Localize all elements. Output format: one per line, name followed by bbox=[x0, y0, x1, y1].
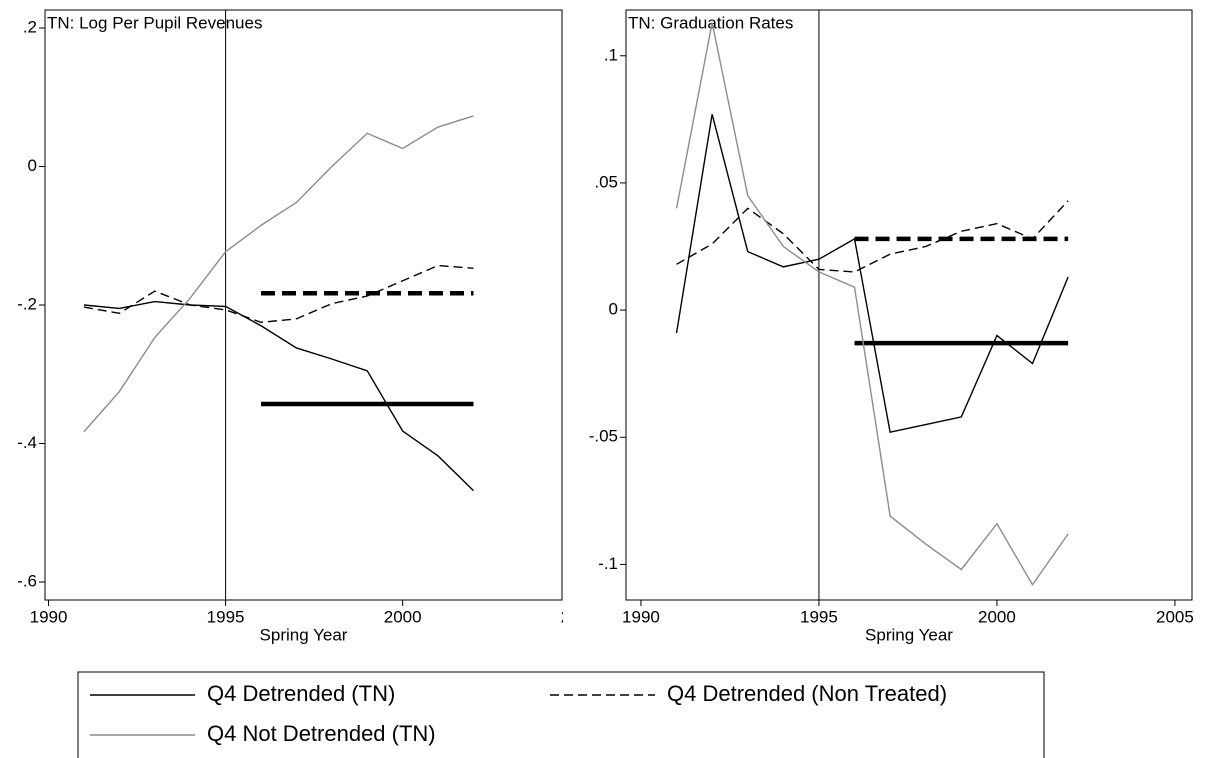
x-axis-label: Spring Year bbox=[260, 625, 348, 644]
panel-title: TN: Graduation Rates bbox=[628, 13, 793, 32]
x-tick-label: 1995 bbox=[800, 607, 838, 626]
y-tick-label: .1 bbox=[604, 45, 618, 64]
y-tick-label: 0 bbox=[28, 156, 37, 175]
y-tick-label: -.1 bbox=[598, 554, 618, 573]
legend: Q4 Detrended (TN) Q4 Detrended (Non Treat… bbox=[77, 671, 1045, 758]
legend-label: Q4 Detrended (TN) bbox=[207, 681, 395, 706]
panel: -.6 -.4 -.2 0 .2 1990 1995 2000 2005 Spring Year T… bbox=[17, 9, 599, 644]
plot-frame bbox=[44, 9, 563, 601]
series-line bbox=[83, 300, 474, 492]
x-tick-label: 1990 bbox=[30, 607, 68, 626]
series-line bbox=[675, 114, 1069, 433]
x-tick-label: 2000 bbox=[384, 607, 422, 626]
series-line bbox=[675, 22, 1069, 587]
y-tick-label: -.6 bbox=[17, 571, 37, 590]
panel: -.1 -.05 0 .05 .1 1990 1995 2000 2005 Spring Year… bbox=[589, 9, 1194, 644]
y-tick-label: -.2 bbox=[17, 294, 37, 313]
y-tick-label: .2 bbox=[23, 17, 37, 36]
panel-title: TN: Log Per Pupil Revenues bbox=[47, 13, 262, 32]
plot-frame bbox=[625, 9, 1193, 601]
y-tick-label: .05 bbox=[594, 172, 618, 191]
y-tick-label: -.05 bbox=[589, 427, 618, 446]
x-tick-label: 1990 bbox=[622, 607, 660, 626]
x-tick-label: 2005 bbox=[561, 607, 599, 626]
x-axis-label: Spring Year bbox=[865, 625, 953, 644]
legend-label: Q4 Detrended (Non Treated) bbox=[667, 681, 947, 706]
y-tick-label: -.4 bbox=[17, 433, 37, 452]
x-tick-label: 1995 bbox=[207, 607, 245, 626]
y-tick-label: 0 bbox=[609, 300, 618, 319]
x-tick-label: 2005 bbox=[1156, 607, 1194, 626]
series-line bbox=[676, 200, 1069, 273]
series-line bbox=[83, 115, 474, 433]
legend-box bbox=[77, 671, 1045, 758]
x-tick-label: 2000 bbox=[978, 607, 1016, 626]
series-line bbox=[83, 264, 474, 324]
legend-label: Q4 Not Detrended (TN) bbox=[207, 721, 436, 746]
